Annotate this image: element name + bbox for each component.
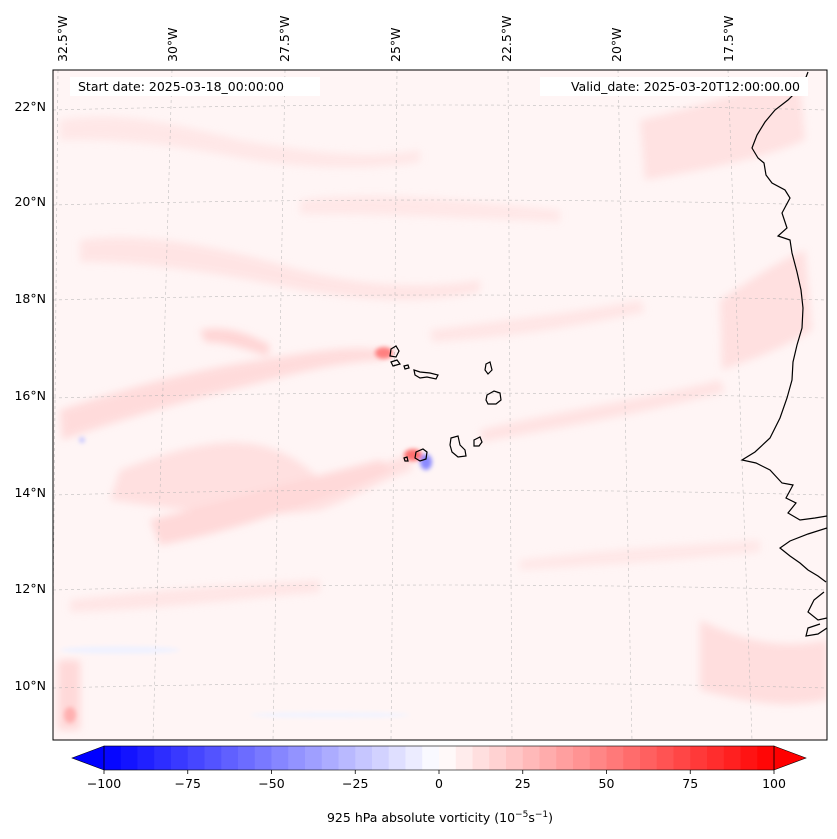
colorbar-segment	[120, 746, 138, 770]
colorbar-tick-label: 50	[599, 776, 615, 791]
colorbar-tick-label: 0	[435, 776, 443, 791]
island-maio	[473, 436, 483, 447]
lat-label-14n: 14°N	[14, 485, 46, 500]
lon-label-25w: 25°W	[388, 27, 403, 62]
colorbar-tick-label: 25	[515, 776, 531, 791]
colorbar-segment	[439, 746, 457, 770]
colorbar-segment	[221, 746, 239, 770]
lon-label-22-5w: 22.5°W	[499, 16, 514, 62]
colorbar-segment	[271, 746, 289, 770]
latitude-labels: 22°N 20°N 18°N 16°N 14°N 12°N 10°N	[14, 99, 46, 693]
colorbar-segment	[489, 746, 507, 770]
colorbar-segment	[171, 746, 189, 770]
colorbar-segment	[154, 746, 172, 770]
colorbar-segment	[656, 746, 674, 770]
colorbar-segment	[338, 746, 356, 770]
island-santiago	[449, 435, 467, 458]
island-santo-antao	[389, 345, 400, 358]
lon-label-30w: 30°W	[165, 27, 180, 62]
colorbar-segment	[757, 746, 775, 770]
colorbar-segment	[723, 746, 741, 770]
colorbar-segment	[238, 746, 256, 770]
lat-label-20n: 20°N	[14, 194, 46, 209]
colorbar-segment	[355, 746, 373, 770]
vorticity-field	[58, 80, 827, 730]
island-sao-vicente	[390, 359, 402, 367]
colorbar-tick-label: −25	[342, 776, 368, 791]
colorbar-segment	[539, 746, 557, 770]
lat-label-22n: 22°N	[14, 99, 46, 114]
colorbar-tick-label: −100	[87, 776, 121, 791]
colorbar-segment	[673, 746, 691, 770]
map-frame	[52, 69, 828, 741]
colorbar-segment	[388, 746, 406, 770]
colorbar-segment	[288, 746, 306, 770]
map-area	[53, 70, 827, 740]
colorbar-segment	[422, 746, 440, 770]
colorbar-segment	[472, 746, 490, 770]
colorbar-ticks: −100 −75 −50 −25 0 25 50 75 100	[87, 770, 786, 791]
coastline	[389, 71, 827, 637]
colorbar-segment	[104, 746, 122, 770]
longitude-labels: 32.5°W 30°W 27.5°W 25°W 22.5°W 20°W 17.5…	[55, 16, 736, 62]
lat-label-16n: 16°N	[14, 388, 46, 403]
island-brava	[403, 456, 409, 462]
colorbar-segment	[606, 746, 624, 770]
gridlines	[53, 70, 827, 740]
start-date-box	[70, 77, 320, 96]
lon-label-32-5w: 32.5°W	[55, 16, 70, 62]
lon-label-17-5w: 17.5°W	[721, 16, 736, 62]
colorbar-segment	[305, 746, 323, 770]
island-sao-nicolau	[413, 369, 439, 380]
island-fogo	[414, 448, 428, 462]
colorbar-segment	[573, 746, 591, 770]
colorbar-tick-label: −50	[258, 776, 284, 791]
colorbar-tick-label: 75	[682, 776, 698, 791]
island-boa-vista	[485, 390, 502, 405]
colorbar-segment	[589, 746, 607, 770]
colorbar-segment	[740, 746, 758, 770]
lat-label-12n: 12°N	[14, 581, 46, 596]
valid-date-text: Valid_date: 2025-03-20T12:00:00.00	[571, 79, 800, 94]
colorbar-segment	[623, 746, 641, 770]
colorbar-segment	[137, 746, 155, 770]
colorbar-segment	[405, 746, 423, 770]
colorbar-segment	[372, 746, 390, 770]
colorbar-segment	[522, 746, 540, 770]
lat-label-10n: 10°N	[14, 678, 46, 693]
lat-label-18n: 18°N	[14, 291, 46, 306]
start-date-text: Start date: 2025-03-18_00:00:00	[78, 79, 284, 94]
colorbar-segment	[204, 746, 222, 770]
colorbar-segment	[556, 746, 574, 770]
colorbar-tick-label: 100	[762, 776, 786, 791]
colorbar-tick-label: −75	[175, 776, 201, 791]
colorbar-high-extend	[773, 745, 807, 771]
colorbar-low-extend	[71, 745, 105, 771]
lon-label-20w: 20°W	[609, 27, 624, 62]
colorbar-segment	[690, 746, 708, 770]
lon-label-27-5w: 27.5°W	[277, 16, 292, 62]
colorbar-segment	[640, 746, 658, 770]
valid-date-box	[540, 77, 808, 96]
colorbar-segment	[707, 746, 725, 770]
colorbar-segment	[506, 746, 524, 770]
colorbar-segment	[254, 746, 272, 770]
colorbar-segment	[321, 746, 339, 770]
colorbar: −100 −75 −50 −25 0 25 50 75 100 925 hPa absolute…	[71, 745, 807, 825]
island-santa-luzia	[403, 364, 410, 370]
colorbar-segment	[455, 746, 473, 770]
colorbar-segment	[187, 746, 205, 770]
colorbar-segments	[104, 746, 775, 770]
island-sal	[484, 361, 493, 375]
africa-coastline	[740, 71, 827, 637]
colorbar-label: 925 hPa absolute vorticity (10−5s−1)	[327, 810, 553, 825]
